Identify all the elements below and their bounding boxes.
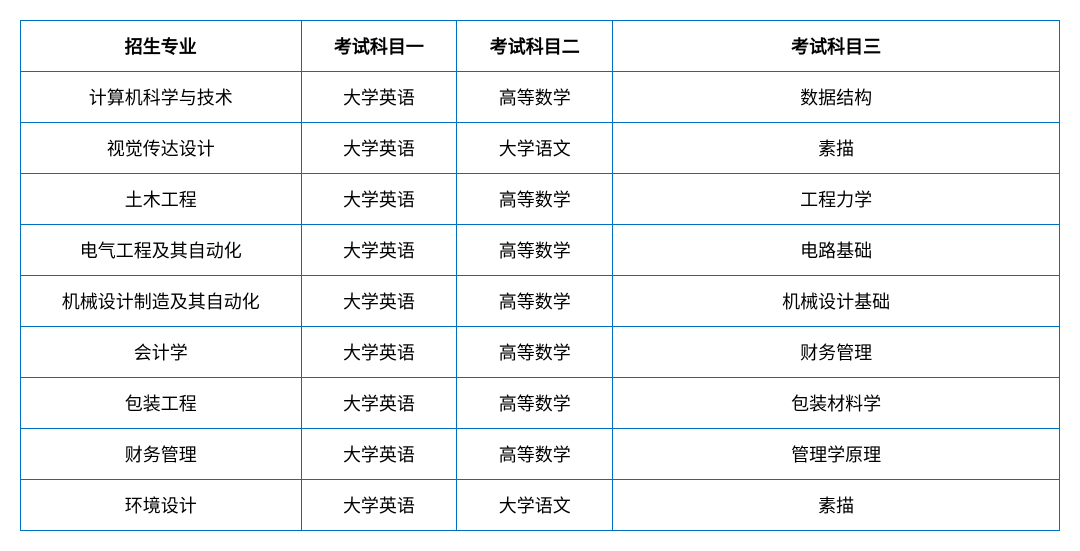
cell-subject1: 大学英语 <box>301 276 457 327</box>
cell-subject3: 素描 <box>613 480 1060 531</box>
header-major: 招生专业 <box>21 21 302 72</box>
table-row: 机械设计制造及其自动化 大学英语 高等数学 机械设计基础 <box>21 276 1060 327</box>
table-row: 计算机科学与技术 大学英语 高等数学 数据结构 <box>21 72 1060 123</box>
cell-subject2: 高等数学 <box>457 429 613 480</box>
cell-major: 机械设计制造及其自动化 <box>21 276 302 327</box>
cell-subject1: 大学英语 <box>301 123 457 174</box>
cell-subject2: 高等数学 <box>457 378 613 429</box>
cell-major: 土木工程 <box>21 174 302 225</box>
cell-subject2: 高等数学 <box>457 174 613 225</box>
table-row: 视觉传达设计 大学英语 大学语文 素描 <box>21 123 1060 174</box>
cell-subject3: 数据结构 <box>613 72 1060 123</box>
cell-subject2: 大学语文 <box>457 123 613 174</box>
cell-major: 包装工程 <box>21 378 302 429</box>
table-row: 环境设计 大学英语 大学语文 素描 <box>21 480 1060 531</box>
table-row: 财务管理 大学英语 高等数学 管理学原理 <box>21 429 1060 480</box>
table-header-row: 招生专业 考试科目一 考试科目二 考试科目三 <box>21 21 1060 72</box>
cell-major: 电气工程及其自动化 <box>21 225 302 276</box>
cell-subject2: 高等数学 <box>457 72 613 123</box>
cell-subject1: 大学英语 <box>301 72 457 123</box>
cell-subject1: 大学英语 <box>301 174 457 225</box>
table-row: 土木工程 大学英语 高等数学 工程力学 <box>21 174 1060 225</box>
cell-major: 计算机科学与技术 <box>21 72 302 123</box>
exam-subjects-table: 招生专业 考试科目一 考试科目二 考试科目三 计算机科学与技术 大学英语 高等数… <box>20 20 1060 531</box>
table-body: 计算机科学与技术 大学英语 高等数学 数据结构 视觉传达设计 大学英语 大学语文… <box>21 72 1060 531</box>
cell-subject3: 管理学原理 <box>613 429 1060 480</box>
cell-subject2: 高等数学 <box>457 225 613 276</box>
table-row: 电气工程及其自动化 大学英语 高等数学 电路基础 <box>21 225 1060 276</box>
cell-major: 财务管理 <box>21 429 302 480</box>
cell-subject2: 大学语文 <box>457 480 613 531</box>
table-row: 包装工程 大学英语 高等数学 包装材料学 <box>21 378 1060 429</box>
cell-subject3: 财务管理 <box>613 327 1060 378</box>
cell-major: 会计学 <box>21 327 302 378</box>
cell-major: 环境设计 <box>21 480 302 531</box>
header-subject3: 考试科目三 <box>613 21 1060 72</box>
table-row: 会计学 大学英语 高等数学 财务管理 <box>21 327 1060 378</box>
cell-subject2: 高等数学 <box>457 327 613 378</box>
cell-subject1: 大学英语 <box>301 378 457 429</box>
cell-subject1: 大学英语 <box>301 327 457 378</box>
cell-subject1: 大学英语 <box>301 225 457 276</box>
cell-subject3: 电路基础 <box>613 225 1060 276</box>
cell-subject3: 包装材料学 <box>613 378 1060 429</box>
cell-subject1: 大学英语 <box>301 429 457 480</box>
cell-subject2: 高等数学 <box>457 276 613 327</box>
cell-subject1: 大学英语 <box>301 480 457 531</box>
cell-subject3: 机械设计基础 <box>613 276 1060 327</box>
header-subject2: 考试科目二 <box>457 21 613 72</box>
cell-major: 视觉传达设计 <box>21 123 302 174</box>
cell-subject3: 素描 <box>613 123 1060 174</box>
header-subject1: 考试科目一 <box>301 21 457 72</box>
cell-subject3: 工程力学 <box>613 174 1060 225</box>
